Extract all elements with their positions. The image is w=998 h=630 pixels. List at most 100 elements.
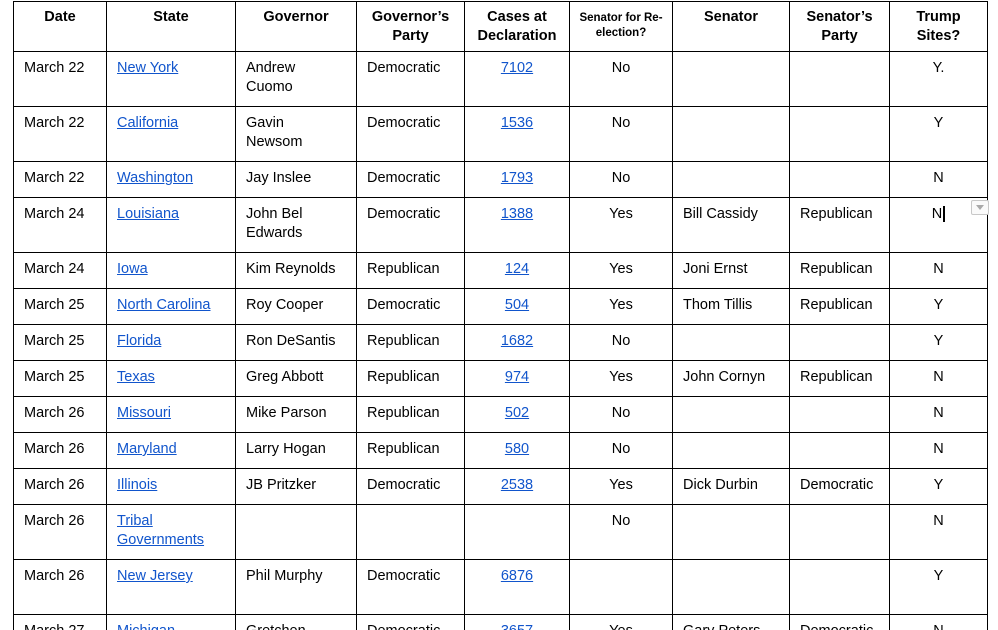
cell-text: March 25 [24,333,85,349]
cell-governor: Phil Murphy [235,559,357,615]
state-link[interactable]: Florida [117,333,162,349]
table-row: March 27 Michigan Gretchen Whitmer Democrat… [13,614,988,630]
cell-senator-reelection: No [569,504,673,560]
cell-text: Republican [800,261,873,277]
cell-trump-sites: N [889,614,988,630]
cell-text: Yes [609,261,633,277]
state-link[interactable]: Iowa [117,261,148,277]
cell-cases: 1536 [464,106,570,162]
column-header-trump-sites: Trump Sites? [889,1,988,52]
cell-text: Larry Hogan [246,441,326,457]
cell-governor: Kim Reynolds [235,252,357,289]
cell-senator-reelection: No [569,432,673,469]
cell-senator-reelection: Yes [569,197,673,253]
column-header-senators-party: Senator’s Party [789,1,890,52]
cell-senator-reelection: Yes [569,252,673,289]
cell-trump-sites: N [889,432,988,469]
cell-governor-party: Republican [356,432,465,469]
state-link[interactable]: North Carolina [117,297,211,313]
column-header-governors-party: Governor’s Party [356,1,465,52]
state-link[interactable]: Illinois [117,477,158,493]
cell-governor: Jay Inslee [235,161,357,198]
cases-link[interactable]: 1388 [500,206,534,222]
cell-cases: 974 [464,360,570,397]
cell-text: Andrew Cuomo [246,60,296,95]
cases-link[interactable]: 502 [504,405,530,421]
cell-text: N [933,261,944,277]
cell-cases: 1388 [464,197,570,253]
column-header-senator-for-re-election: Senator for Re-election? [569,1,673,52]
cell-date: March 24 [13,197,107,253]
table-row: March 22 Washington Jay Inslee Democratic 17… [13,161,988,198]
cell-cases: 504 [464,288,570,325]
cell-governor-party: Democratic [356,559,465,615]
cell-date: March 26 [13,432,107,469]
cases-link[interactable]: 2538 [500,477,534,493]
cell-text: March 26 [24,441,85,457]
cell-senator-party [789,432,890,469]
cell-trump-sites: Y [889,288,988,325]
cell-governor: Greg Abbott [235,360,357,397]
state-link[interactable]: California [117,115,179,131]
cell-text: Jay Inslee [246,170,312,186]
cell-governor: Mike Parson [235,396,357,433]
cell-text: John Cornyn [683,369,766,385]
column-header-date: Date [13,1,107,52]
state-link[interactable]: New York [117,60,179,76]
state-link[interactable]: Louisiana [117,206,180,222]
cell-text: Y. [932,60,945,76]
chevron-down-icon [976,205,984,210]
cases-link[interactable]: 7102 [500,60,534,76]
cell-text: March 24 [24,261,85,277]
cell-text: March 25 [24,297,85,313]
cell-state: Florida [106,324,236,361]
cell-cases: 1682 [464,324,570,361]
state-link[interactable]: Tribal Governments [117,513,205,548]
cell-date: March 24 [13,252,107,289]
state-link[interactable]: Missouri [117,405,171,421]
cell-text: Republican [367,369,440,385]
cell-senator-reelection: Yes [569,360,673,397]
cell-cases: 3657 [464,614,570,630]
cell-text: Gary Peters [683,623,760,630]
cell-governor-party: Democratic [356,161,465,198]
cell-state: Louisiana [106,197,236,253]
cell-text: Democratic [367,623,440,630]
cases-link[interactable]: 974 [504,369,530,385]
cell-senator [672,106,790,162]
cell-text: No [611,115,631,131]
cases-link[interactable]: 580 [504,441,530,457]
state-link[interactable]: Maryland [117,441,177,457]
cell-trump-sites: N [889,360,988,397]
cases-link[interactable]: 1682 [500,333,534,349]
cases-link[interactable]: 3657 [501,623,533,630]
cell-senator [672,324,790,361]
cell-governor-party: Democratic [356,106,465,162]
cell-text: March 25 [24,369,85,385]
cases-link[interactable]: 504 [504,297,530,313]
cases-link[interactable]: 124 [504,261,530,277]
cell-text: Democratic [800,623,873,630]
cell-governor-party: Democratic [356,614,465,630]
cell-trump-sites: Y [889,106,988,162]
table-row: March 22 New York Andrew Cuomo Democratic 71… [13,51,988,107]
state-link[interactable]: Washington [117,170,194,186]
cell-senator: Bill Cassidy [672,197,790,253]
table-row: March 25 Texas Greg Abbott Republican 974 Yes… [13,360,988,397]
cell-text: N [931,206,943,222]
cell-text: Democratic [800,477,874,493]
cell-text: Republican [367,261,440,277]
cases-link[interactable]: 1536 [500,115,534,131]
cell-text: No [611,170,631,186]
cell-text: Yes [609,206,633,222]
cases-link[interactable]: 6876 [500,568,534,584]
cell-dropdown-button[interactable] [971,200,989,215]
state-link[interactable]: Texas [117,369,155,385]
cell-date: March 26 [13,559,107,615]
cases-link[interactable]: 1793 [500,170,534,186]
state-link[interactable]: New Jersey [117,568,193,584]
cell-text: Gavin Newsom [246,115,303,150]
cell-senator-reelection: No [569,106,673,162]
cell-text: Democratic [367,170,441,186]
state-link[interactable]: Michigan [117,623,175,630]
